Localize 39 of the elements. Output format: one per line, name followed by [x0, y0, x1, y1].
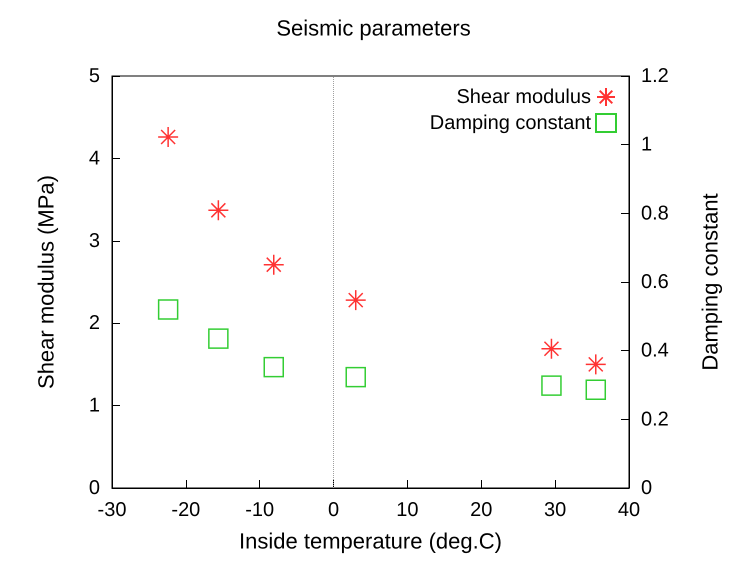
point: [585, 354, 607, 376]
x-tick-label: -30: [98, 499, 126, 521]
y2-tick-label: 0.2: [641, 408, 669, 430]
point: [345, 366, 366, 388]
y2-tick-label: 0.8: [641, 202, 669, 224]
y-tick-label: 1: [88, 394, 100, 417]
y-tick-label: 2: [88, 312, 100, 334]
point: [541, 375, 562, 396]
point: [263, 356, 284, 378]
point: [208, 200, 230, 222]
y2-tick-label: 1: [641, 134, 652, 156]
y2-tick-label: 0.4: [641, 340, 669, 362]
y2-axis-title: Damping constant: [698, 193, 722, 371]
x-tick-label: -20: [171, 499, 200, 521]
x-tick-label: 40: [618, 499, 640, 521]
y-tick-label: 0: [88, 477, 100, 499]
point: [586, 380, 606, 400]
y2-tick-label: 0: [641, 477, 652, 499]
y2-tick-label: 0.6: [641, 271, 669, 293]
point: [344, 289, 366, 311]
x-tick-label: 30: [544, 499, 566, 521]
y-axis-title: Shear modulus (MPa): [34, 175, 58, 389]
point: [157, 126, 179, 148]
point: [262, 254, 284, 276]
legend-label: Damping constant: [430, 112, 592, 134]
y-tick-label: 5: [88, 65, 100, 87]
x-tick-label: 10: [396, 499, 419, 521]
x-tick-label: 0: [328, 499, 340, 521]
x-tick-label: -10: [245, 499, 274, 521]
point: [158, 299, 178, 320]
point: [540, 338, 562, 360]
y-tick-label: 3: [88, 230, 100, 252]
legend-label: Shear modulus: [456, 86, 591, 108]
x-axis-title: Inside temperature (deg.C): [239, 528, 502, 554]
x-tick-label: 20: [470, 499, 492, 521]
y-tick-label: 4: [88, 147, 100, 170]
point: [208, 328, 229, 349]
y2-tick-label: 1.2: [641, 65, 669, 87]
chart-title: Seismic parameters: [276, 16, 471, 40]
